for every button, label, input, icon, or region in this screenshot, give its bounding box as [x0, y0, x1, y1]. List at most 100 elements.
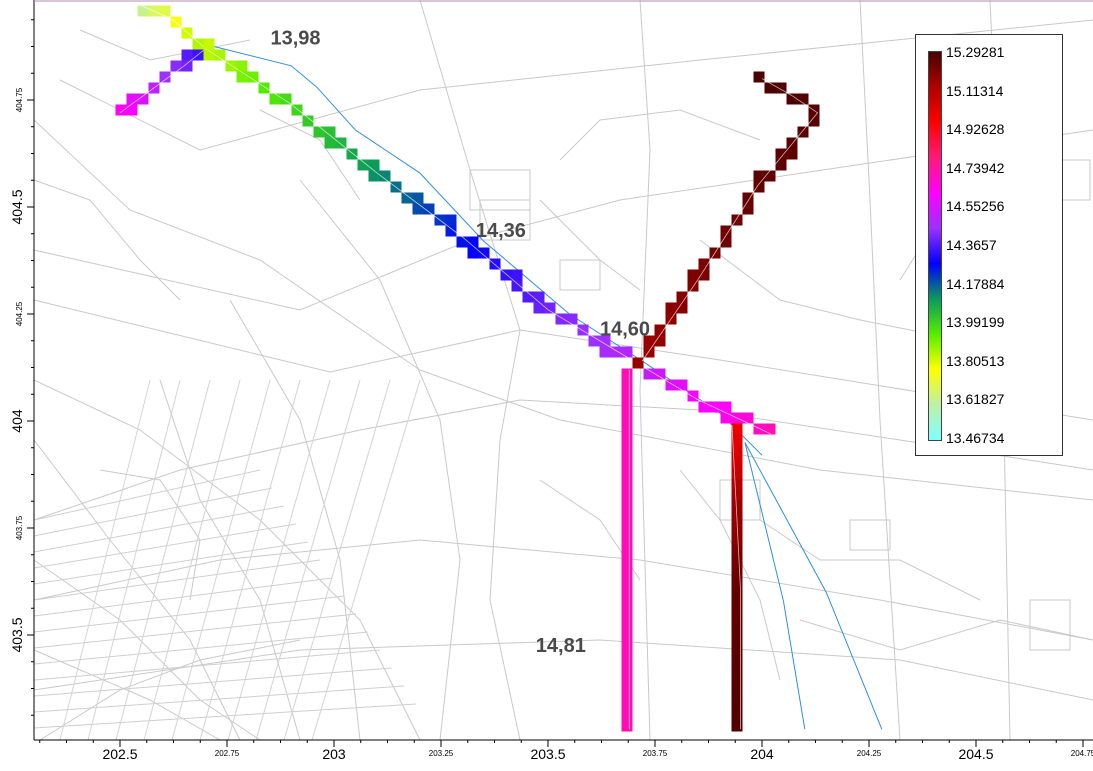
- route-cell: [412, 203, 424, 215]
- route-cell: [775, 82, 787, 94]
- route-cell: [731, 544, 743, 556]
- route-cell: [698, 269, 710, 281]
- route-cell: [731, 676, 743, 688]
- route-cell: [731, 599, 743, 611]
- route-cell: [511, 280, 523, 292]
- route-cell: [731, 588, 743, 600]
- route-cell: [522, 291, 534, 303]
- route-south-branch: [621, 368, 633, 732]
- legend-tick-label: 13.46734: [946, 430, 1005, 446]
- route-cell: [126, 93, 138, 105]
- route-cell: [731, 698, 743, 710]
- y-tick-label: 403.75: [15, 515, 24, 540]
- route-cell: [764, 170, 776, 182]
- route-cell: [698, 401, 710, 413]
- route-cell: [731, 478, 743, 490]
- route-cell: [621, 687, 633, 699]
- route-cell: [621, 522, 633, 534]
- x-tick-label: 202.75: [215, 749, 240, 758]
- route-cell: [478, 247, 490, 259]
- route-north-tip: [137, 5, 215, 50]
- route-cell: [698, 258, 710, 270]
- value-annotation: 14,81: [536, 635, 586, 657]
- route-cell: [324, 126, 336, 138]
- route-cell: [731, 434, 743, 446]
- route-cell: [621, 544, 633, 556]
- route-cell: [412, 192, 424, 204]
- route-cell: [621, 676, 633, 688]
- route-cell: [621, 610, 633, 622]
- route-cell: [258, 82, 270, 94]
- route-cell: [181, 27, 193, 39]
- route-cell: [643, 368, 655, 380]
- route-cell: [621, 489, 633, 501]
- legend-tick-label: 13.80513: [946, 352, 1005, 369]
- route-cell: [599, 346, 611, 358]
- color-legend: 15.29281 15.11314 14.92628 14.73942 14.55256…: [915, 34, 1063, 456]
- route-cell: [720, 225, 732, 237]
- route-cell: [643, 346, 655, 358]
- axes: 202.5 202.75 203 203.25 203.5 203.75 204 204.25…: [9, 0, 1093, 762]
- legend-tick-label: 14.92628: [946, 121, 1005, 138]
- value-annotation: 14,36: [476, 220, 526, 242]
- route-cell: [313, 126, 325, 138]
- route-cell: [731, 555, 743, 567]
- route-cell: [621, 368, 633, 380]
- route-cell: [808, 115, 820, 127]
- route-cell: [731, 687, 743, 699]
- route-cell: [720, 412, 732, 424]
- x-tick-label: 203.25: [429, 749, 454, 758]
- route-cell: [533, 302, 545, 314]
- route-cell: [621, 698, 633, 710]
- route-cell: [654, 324, 666, 336]
- x-tick-label: 203: [322, 746, 346, 762]
- waterway-line: [744, 442, 806, 730]
- route-cell: [621, 445, 633, 457]
- x-tick-label: 203.75: [643, 749, 668, 758]
- route-cell: [621, 643, 633, 655]
- route-cell: [797, 126, 809, 138]
- route-cell: [137, 93, 149, 105]
- route-cell: [687, 269, 699, 281]
- route-cell: [764, 82, 776, 94]
- route-cell: [456, 236, 468, 248]
- route-cell: [126, 104, 138, 116]
- x-tick-label: 204.25: [857, 749, 882, 758]
- route-cell: [621, 665, 633, 677]
- legend-tick-label: 14.3657: [946, 237, 997, 253]
- route-cell: [599, 335, 611, 347]
- route-cell: [621, 577, 633, 589]
- waterway-line: [744, 442, 883, 730]
- route-cell: [159, 5, 171, 17]
- route-cell: [379, 170, 391, 182]
- route-cell: [709, 401, 721, 413]
- route-cell: [731, 423, 743, 435]
- route-southeast-branch: [731, 423, 743, 732]
- route-cell: [665, 379, 677, 391]
- route-cell: [137, 5, 149, 17]
- route-cell: [786, 93, 798, 105]
- route-cell: [720, 236, 732, 248]
- legend-tick-label: 14.73942: [946, 159, 1005, 176]
- route-cell: [731, 654, 743, 666]
- route-cell: [731, 610, 743, 622]
- value-annotation: 14,60: [600, 318, 650, 340]
- route-main-trunk: [203, 38, 776, 435]
- route-cell: [324, 137, 336, 149]
- route-cell: [236, 60, 248, 72]
- route-cell: [676, 291, 688, 303]
- route-cell: [676, 302, 688, 314]
- route-cell: [621, 709, 633, 721]
- route-cell: [731, 533, 743, 545]
- route-cell: [467, 236, 479, 248]
- route-cell: [445, 214, 457, 226]
- route-cell: [621, 478, 633, 490]
- route-cell: [742, 192, 754, 204]
- street-network: [33, 0, 1093, 741]
- route-cell: [203, 49, 215, 61]
- route-cell: [775, 148, 787, 160]
- annotations: 13,98 14,36 14,60 14,81: [270, 27, 650, 657]
- route-cell: [643, 335, 655, 347]
